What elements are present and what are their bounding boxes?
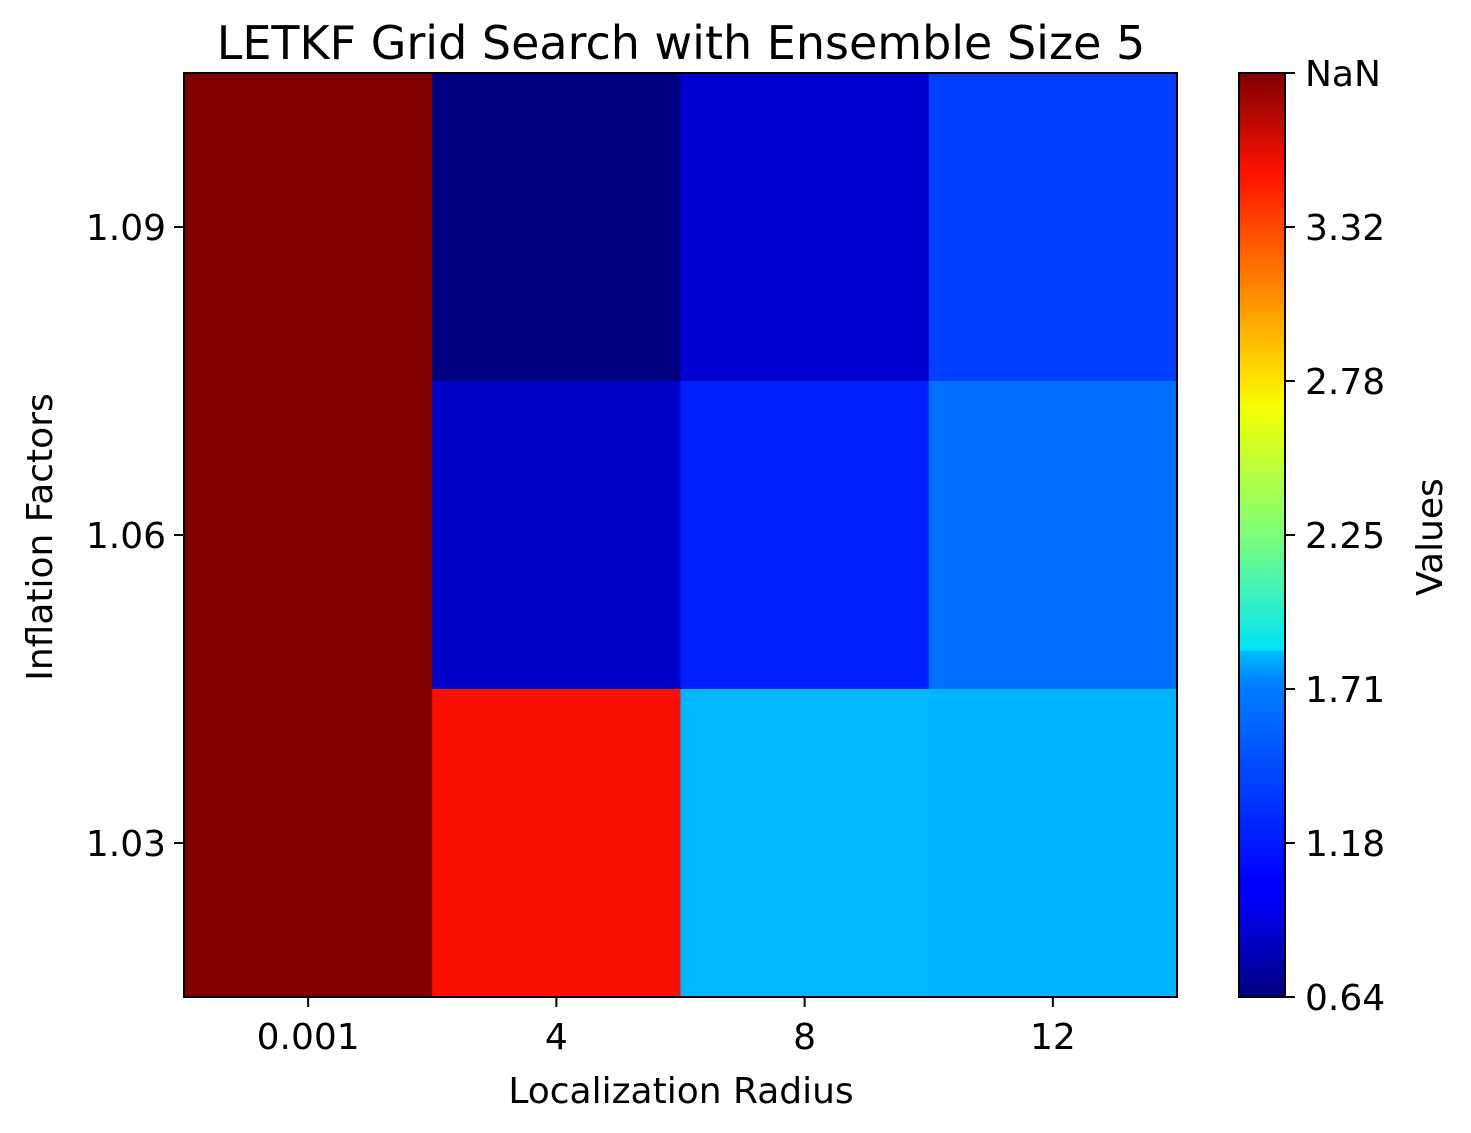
x-tick-label: 12 — [1030, 1017, 1076, 1058]
heatmap-cells — [184, 73, 1178, 998]
heatmap-cell-1.06-0.001 — [184, 381, 433, 690]
y-axis-title: Inflation Factors — [20, 393, 61, 681]
colorbar-tick-label: 2.25 — [1305, 516, 1385, 557]
y-tick-label: 1.06 — [86, 516, 166, 557]
colorbar-tick-label: 0.64 — [1305, 978, 1385, 1019]
x-tick-label: 4 — [545, 1017, 568, 1058]
heatmap-cell-1.09-0.001 — [184, 73, 433, 382]
colorbar-title: Values — [1410, 478, 1451, 596]
y-tick-label: 1.09 — [86, 208, 166, 249]
x-axis-ticks: 0.001 4 8 12 — [257, 997, 1076, 1058]
heatmap-cell-1.03-12 — [928, 689, 1178, 998]
heatmap-cell-1.03-4 — [432, 689, 681, 998]
colorbar-ticks: 0.64 1.18 1.71 2.25 2.78 3.32 NaN — [1285, 54, 1385, 1019]
x-axis-title: Localization Radius — [508, 1071, 853, 1112]
heatmap-cell-1.09-8 — [680, 73, 930, 382]
heatmap-cell-1.03-8 — [680, 689, 930, 998]
y-axis-ticks: 1.09 1.06 1.03 — [86, 208, 184, 865]
heatmap-cell-1.06-8 — [680, 381, 930, 690]
x-tick-label: 8 — [793, 1017, 816, 1058]
heatmap-cell-1.09-12 — [928, 73, 1178, 382]
colorbar-tick-label: 2.78 — [1305, 362, 1385, 403]
heatmap-cell-1.09-4 — [432, 73, 681, 382]
x-tick-label: 0.001 — [257, 1017, 360, 1058]
colorbar-tick-label: 1.71 — [1305, 670, 1385, 711]
heatmap-cell-1.06-4 — [432, 381, 681, 690]
chart-title: LETKF Grid Search with Ensemble Size 5 — [217, 16, 1146, 70]
y-tick-label: 1.03 — [86, 824, 166, 865]
colorbar-tick-label: 3.32 — [1305, 208, 1385, 249]
colorbar — [1238, 72, 1286, 998]
heatmap-cell-1.03-0.001 — [184, 689, 433, 998]
colorbar-tick-label: NaN — [1305, 54, 1381, 95]
heatmap-cell-1.06-12 — [928, 381, 1178, 690]
colorbar-tick-label: 1.18 — [1305, 824, 1385, 865]
